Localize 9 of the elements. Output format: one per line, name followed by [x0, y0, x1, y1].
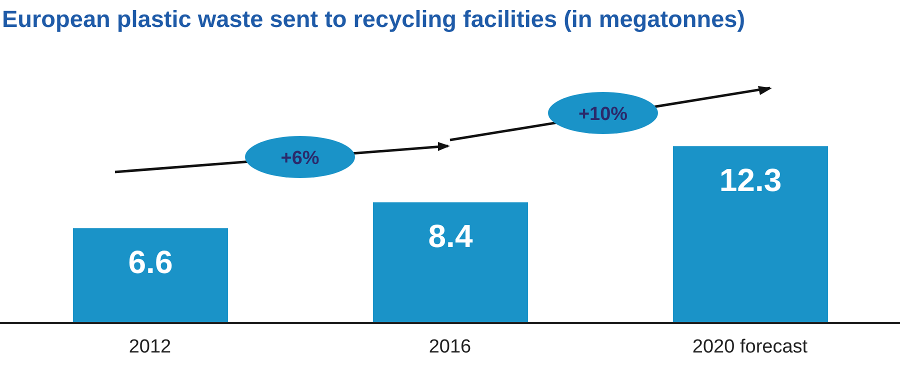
text: +10% [578, 104, 628, 125]
x-tick-label: 2016 [428, 336, 472, 358]
x-tick-label: 2012 [128, 336, 172, 358]
chart-title: European plastic waste sent to recycling facilities (in megatonnes) [2, 6, 746, 33]
x-tick-label: 2020 forecast [692, 336, 808, 358]
data-label: 12.3 [719, 162, 782, 198]
data-label: 6.6 [128, 244, 173, 280]
annotation: +6% [280, 148, 320, 169]
data-label: 8.4 [428, 218, 473, 254]
